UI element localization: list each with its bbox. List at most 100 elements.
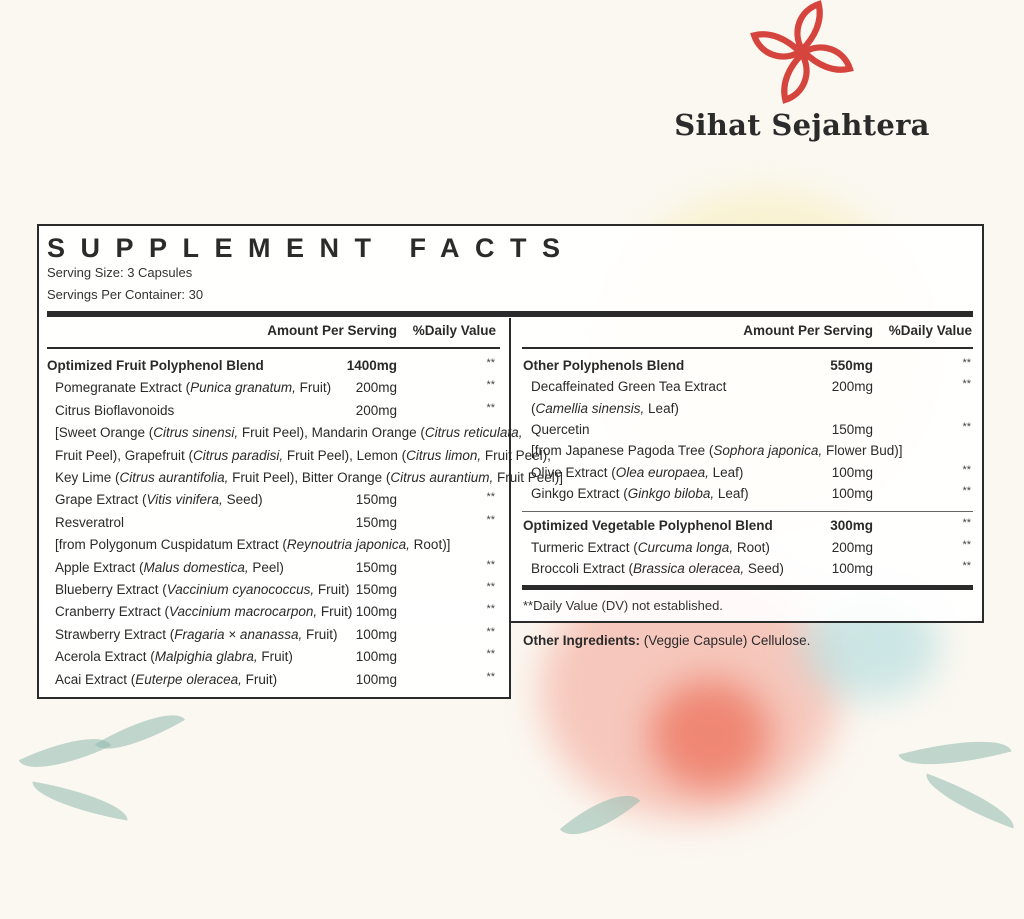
ingredient-text: Fruit Peel), Lemon ( [283, 447, 407, 463]
leaf-left-2 [95, 699, 185, 765]
latin-name: Malpighia glabra, [154, 649, 258, 665]
header-amount-right: Amount Per Serving [743, 323, 873, 338]
header-dv-left: %Daily Value [412, 323, 496, 338]
ingredient-name: Resveratrol [55, 513, 124, 533]
ingredient-text: Leaf) [708, 464, 744, 480]
amount-per-serving: 150mg [355, 492, 397, 508]
ingredient-text: Cranberry Extract ( [55, 604, 170, 620]
ingredient-text: Root) [733, 539, 770, 555]
ingredient-name: Pomegranate Extract (Punica granatum, Fr… [55, 378, 331, 398]
ingredient-text: Acai Extract ( [55, 671, 136, 687]
latin-name: Euterpe oleracea, [135, 671, 242, 687]
latin-name: Vitis vinifera, [146, 492, 223, 508]
latin-name: Curcuma longa, [637, 539, 734, 555]
daily-value: ** [486, 603, 495, 616]
amount-per-serving: 150mg [355, 559, 397, 575]
border-left [37, 224, 39, 699]
servings-per-container: Servings Per Container: 30 [47, 287, 204, 302]
border-left-bottom [37, 697, 511, 699]
latin-name: Camellia sinensis, [535, 400, 645, 416]
ingredient-name: Strawberry Extract (Fragaria × ananassa,… [55, 625, 338, 645]
ingredient-text: Blueberry Extract ( [55, 582, 167, 597]
ingredient-text: Optimized Fruit Polyphenol Blend [47, 358, 264, 373]
ingredient-text: Fruit) [317, 604, 353, 620]
other-ingredients-label: Other Ingredients: [523, 633, 641, 648]
latin-name: Ginkgo biloba, [627, 485, 715, 501]
ingredient-name: Decaffeinated Green Tea Extract [531, 377, 726, 397]
header-amount-left: Amount Per Serving [267, 323, 397, 338]
ingredient-text: Fruit) [241, 671, 278, 687]
ingredient-name: [from Japanese Pagoda Tree (Sophora japo… [531, 441, 902, 461]
daily-value: ** [486, 625, 495, 638]
ingredient-text: Fruit Peel), [481, 447, 551, 463]
amount-per-serving: 200mg [831, 379, 873, 395]
leaf-right-1 [898, 726, 1012, 780]
leaf-left-3 [28, 781, 132, 821]
latin-name: Vaccinium cyanococcus, [166, 582, 315, 597]
ingredient-text: Fruit Peel), Mandarin Orange ( [238, 425, 425, 441]
thick-bar-top [47, 311, 973, 317]
ingredient-text: Ginkgo Extract ( [531, 485, 628, 501]
ingredient-text: Fruit Peel), Grapefruit ( [55, 447, 194, 463]
ingredient-text: Peel) [248, 559, 284, 575]
other-ingredients-value: (Veggie Capsule) Cellulose. [640, 633, 811, 648]
daily-value: ** [962, 560, 971, 572]
amount-per-serving: 550mg [830, 358, 873, 373]
ingredient-name: Cranberry Extract (Vaccinium macrocarpon… [55, 602, 352, 622]
ingredient-text: Fruit) [302, 626, 338, 642]
ingredient-text: Acerola Extract ( [55, 649, 155, 665]
amount-per-serving: 1400mg [346, 358, 397, 373]
ingredient-name: Broccoli Extract (Brassica oleracea, See… [531, 559, 784, 579]
ingredient-name: Acerola Extract (Malpighia glabra, Fruit… [55, 647, 293, 667]
daily-value: ** [962, 517, 971, 529]
border-top [37, 224, 984, 226]
label-left-panel [37, 600, 510, 698]
header-dv-right: %Daily Value [888, 323, 972, 338]
ingredient-text: Root)] [409, 537, 451, 553]
amount-per-serving: 100mg [355, 604, 397, 620]
amount-per-serving: 150mg [355, 514, 397, 530]
daily-value: ** [486, 670, 495, 683]
ingredient-name: Ginkgo Extract (Ginkgo biloba, Leaf) [531, 484, 749, 504]
daily-value: ** [962, 420, 971, 433]
daily-value: ** [486, 513, 495, 526]
ingredient-text: Leaf) [644, 400, 679, 416]
ingredient-text: Fruit) [257, 649, 293, 665]
ingredient-name: Acai Extract (Euterpe oleracea, Fruit) [55, 670, 277, 690]
header-rule-right [522, 347, 973, 349]
amount-per-serving: 100mg [355, 649, 397, 665]
ingredient-text: Resveratrol [55, 514, 125, 530]
ingredient-text: Broccoli Extract ( [531, 561, 634, 576]
latin-name: Sophora japonica, [713, 443, 823, 459]
ingredient-text: [from Polygonum Cuspidatum Extract ( [55, 537, 287, 553]
latin-name: Citrus aurantium, [390, 470, 494, 485]
daily-value: ** [486, 581, 495, 593]
amount-per-serving: 200mg [355, 402, 397, 418]
ingredient-text: Turmeric Extract ( [531, 539, 638, 555]
ingredient-name: [from Polygonum Cuspidatum Extract (Reyn… [55, 535, 450, 555]
ingredient-text: Strawberry Extract ( [55, 626, 175, 642]
blend-name: Optimized Fruit Polyphenol Blend [47, 356, 264, 376]
daily-value: ** [962, 484, 971, 497]
latin-name: Reynoutria japonica, [286, 537, 410, 553]
amount-per-serving: 300mg [830, 518, 873, 533]
brand-name: Sihat Sejahtera [674, 108, 930, 142]
latin-name: Citrus aurantifolia, [119, 470, 229, 485]
background-pomegranate-seeds [650, 680, 770, 790]
ingredient-text: Apple Extract ( [55, 559, 144, 575]
label-title: SUPPLEMENT FACTS [47, 233, 576, 263]
latin-name: Brassica oleracea, [633, 561, 745, 576]
amount-per-serving: 100mg [831, 485, 873, 501]
ingredient-text: Quercetin [531, 421, 590, 437]
daily-value: ** [962, 378, 971, 391]
header-rule-left [47, 347, 500, 349]
other-ingredients: Other Ingredients: (Veggie Capsule) Cell… [523, 633, 810, 648]
ingredient-text: Other Polyphenols Blend [523, 358, 685, 373]
daily-value: ** [486, 379, 495, 392]
latin-name: Vaccinium macrocarpon, [169, 604, 318, 620]
amount-per-serving: 100mg [831, 561, 873, 576]
daily-value: ** [962, 538, 971, 551]
amount-per-serving: 200mg [355, 380, 397, 396]
border-right-bottom [510, 621, 984, 623]
column-divider [509, 318, 511, 698]
